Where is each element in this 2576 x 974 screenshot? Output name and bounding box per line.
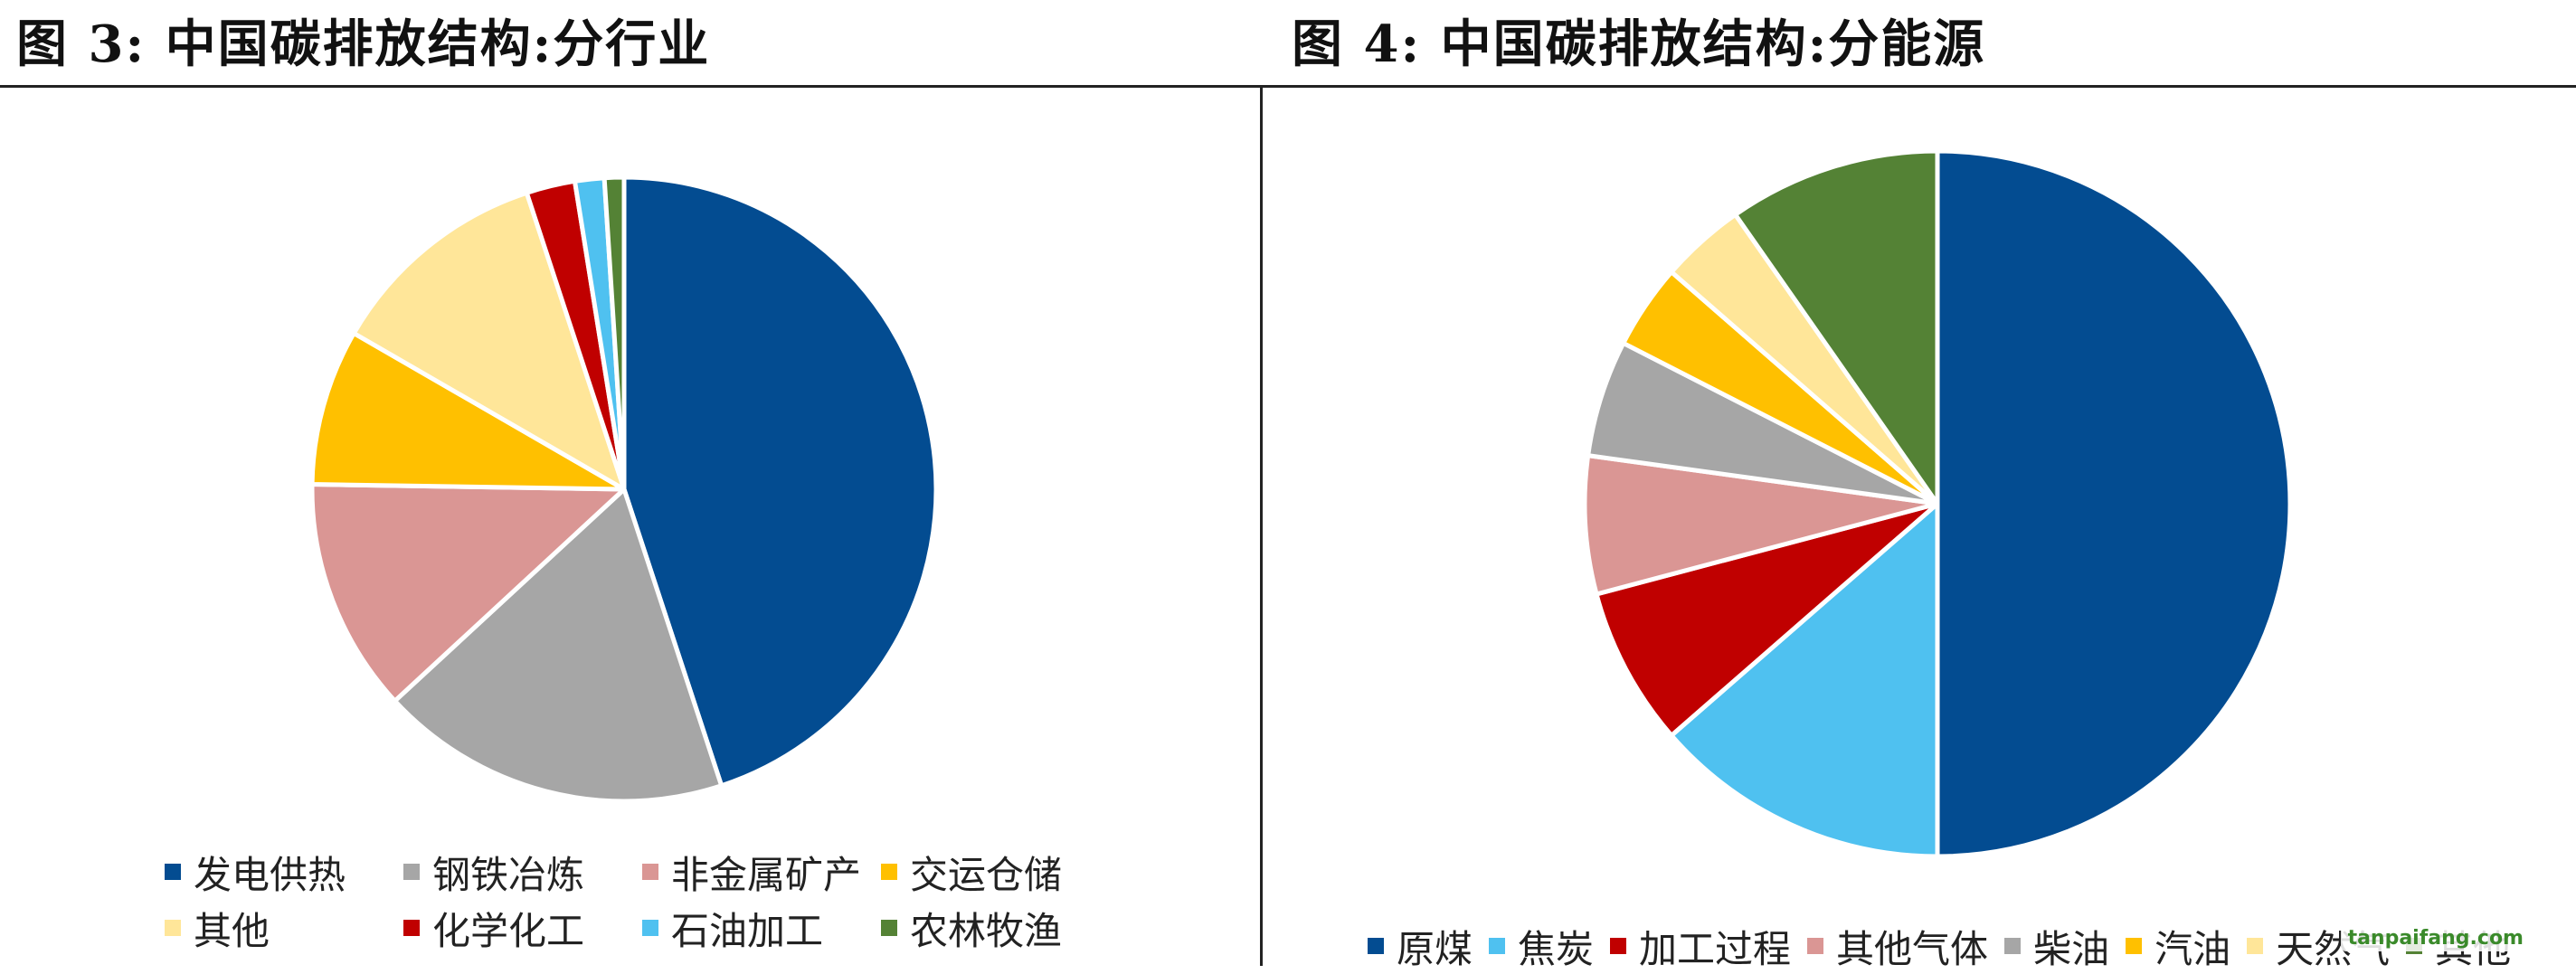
legend-item: 汽油 [2126, 918, 2230, 974]
pie-chart-sector [309, 175, 939, 804]
legend-energy: 原煤焦炭加工过程其他气体柴油汽油天然气其他 [1368, 918, 2562, 974]
legend-item: 其他 [165, 900, 403, 956]
legend-item: 农林牧渔 [881, 900, 1120, 956]
legend-item: 原煤 [1368, 918, 1473, 974]
chart-panel-energy: 原煤焦炭加工过程其他气体柴油汽油天然气其他 tanpaifang.com [1263, 85, 2576, 971]
chart-panel-sector: 发电供热 钢铁冶炼 非金属矿产 交运仓储其他 化学化工 石油加工 农林牧渔 [0, 85, 1263, 966]
legend-label: 非金属矿产 [671, 852, 862, 897]
legend-label: 原煤 [1397, 926, 1473, 971]
pie-slice-3 [309, 331, 627, 492]
figure-3-title: 图 3: 中国碳排放结构:分行业 [16, 14, 711, 74]
legend-swatch [165, 864, 181, 880]
pie-slice-7 [1733, 148, 1940, 506]
legend-item: 钢铁冶炼 [403, 844, 642, 900]
legend-swatch [2004, 938, 2022, 954]
legend-item: 加工过程 [1610, 918, 1791, 974]
legend-item: 焦炭 [1489, 918, 1594, 974]
figure-4-title: 图 4: 中国碳排放结构:分能源 [1292, 14, 1986, 74]
legend-label: 化学化工 [432, 908, 585, 953]
legend-swatch [165, 920, 181, 936]
legend-item: 发电供热 [165, 844, 403, 900]
legend-item: 交运仓储 [881, 844, 1120, 900]
legend-label: 石油加工 [671, 908, 824, 953]
pie-slice-2 [1594, 501, 1940, 738]
legend-label: 农林牧渔 [910, 908, 1063, 953]
legend-item: 非金属矿产 [642, 844, 881, 900]
legend-item: 化学化工 [403, 900, 642, 956]
pie-slice-7 [601, 175, 627, 492]
legend-swatch [642, 920, 658, 936]
pie-slice-1 [393, 487, 724, 804]
legend-swatch [1610, 938, 1627, 954]
legend-swatch [2126, 938, 2143, 954]
legend-swatch [1489, 938, 1506, 954]
legend-label: 柴油 [2033, 926, 2110, 971]
legend-label: 其他 [194, 908, 270, 953]
legend-swatch [403, 864, 420, 880]
legend-swatch [1807, 938, 1824, 954]
legend-swatch [403, 920, 420, 936]
legend-label: 加工过程 [1639, 926, 1792, 971]
pie-chart-energy [1582, 148, 2293, 859]
legend-swatch [642, 864, 658, 880]
legend-swatch [1368, 938, 1384, 954]
legend-label: 汽油 [2155, 926, 2231, 971]
legend-label: 钢铁冶炼 [432, 852, 585, 897]
pie-slice-4 [351, 190, 627, 492]
pie-slice-3 [1582, 453, 1940, 597]
legend-swatch [881, 920, 897, 936]
legend-label: 发电供热 [194, 852, 346, 897]
pie-slice-0 [621, 175, 939, 789]
watermark: tanpaifang.com [2340, 925, 2531, 951]
legend-label: 焦炭 [1518, 926, 1595, 971]
pie-slice-1 [1669, 501, 1940, 859]
legend-item: 石油加工 [642, 900, 881, 956]
legend-swatch [881, 864, 897, 880]
pie-slice-0 [1935, 148, 2293, 859]
legend-swatch [2247, 938, 2264, 954]
pie-slice-2 [309, 482, 627, 704]
legend-label: 其他气体 [1836, 926, 1989, 971]
legend-item: 其他气体 [1807, 918, 1988, 974]
legend-label: 交运仓储 [910, 852, 1063, 897]
legend-sector: 发电供热 钢铁冶炼 非金属矿产 交运仓储其他 化学化工 石油加工 农林牧渔 [165, 844, 1214, 956]
legend-item: 柴油 [2004, 918, 2109, 974]
